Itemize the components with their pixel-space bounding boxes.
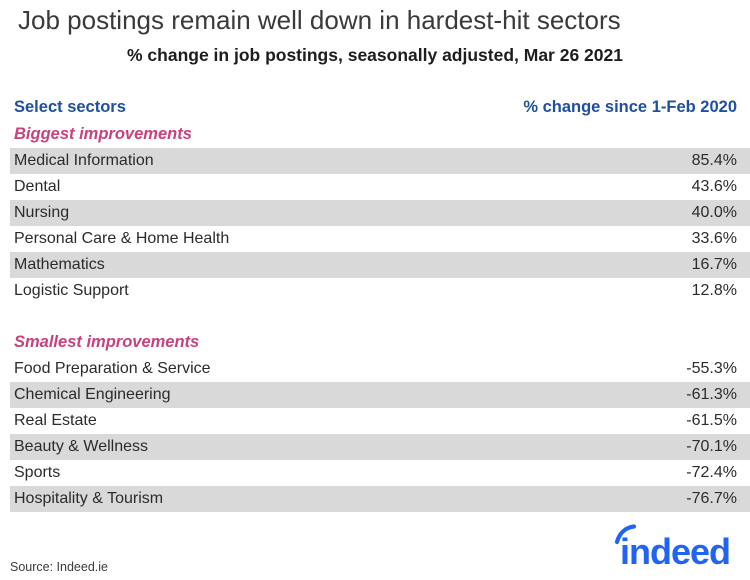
sector-name: Beauty & Wellness [14, 437, 148, 455]
sector-name: Food Preparation & Service [14, 359, 211, 377]
table-row: Beauty & Wellness -70.1% [10, 433, 750, 460]
sector-name: Real Estate [14, 411, 97, 429]
sector-value: 40.0% [691, 203, 737, 221]
sector-name: Personal Care & Home Health [14, 229, 230, 247]
table-row: Hospitality & Tourism -76.7% [10, 485, 750, 512]
sector-value: 12.8% [691, 281, 737, 299]
sector-value: -72.4% [686, 463, 737, 481]
sector-name: Logistic Support [14, 281, 129, 299]
column-header-sectors: Select sectors [14, 97, 126, 116]
table-row: Real Estate -61.5% [10, 408, 750, 434]
table-section-smallest-improvements: Food Preparation & Service -55.3% Chemic… [10, 356, 750, 512]
sector-value: -55.3% [686, 359, 737, 377]
table-row: Mathematics 16.7% [10, 251, 750, 278]
sector-value: -70.1% [686, 437, 737, 455]
table-row: Logistic Support 12.8% [10, 278, 750, 304]
table-row: Sports -72.4% [10, 460, 750, 486]
table-row: Nursing 40.0% [10, 199, 750, 226]
section-label-smallest-improvements: Smallest improvements [14, 332, 200, 351]
section-label-biggest-improvements: Biggest improvements [14, 124, 192, 143]
indeed-logo: indeed [612, 524, 742, 572]
table-row: Chemical Engineering -61.3% [10, 381, 750, 408]
sector-name: Mathematics [14, 255, 105, 273]
page-subtitle: % change in job postings, seasonally adj… [127, 44, 623, 65]
indeed-flame-icon [614, 524, 637, 545]
table-row: Food Preparation & Service -55.3% [10, 356, 750, 382]
sector-value: -61.3% [686, 385, 737, 403]
table-row: Dental 43.6% [10, 174, 750, 200]
source-attribution: Source: Indeed.ie [10, 560, 108, 574]
sector-value: -61.5% [686, 411, 737, 429]
column-header-change: % change since 1-Feb 2020 [523, 97, 737, 116]
sector-value: 33.6% [691, 229, 737, 247]
table-row: Personal Care & Home Health 33.6% [10, 226, 750, 252]
sector-value: 16.7% [691, 255, 737, 273]
sector-name: Medical Information [14, 151, 154, 169]
sector-name: Nursing [14, 203, 70, 221]
sector-value: -76.7% [686, 489, 737, 507]
indeed-logo-svg: indeed [614, 524, 731, 572]
sector-value: 43.6% [691, 177, 737, 195]
sector-name: Chemical Engineering [14, 385, 171, 403]
column-headers: Select sectors % change since 1-Feb 2020 [14, 98, 737, 117]
page-title: Job postings remain well down in hardest… [18, 5, 621, 35]
indeed-logo-text: indeed [620, 531, 730, 570]
table-row: Medical Information 85.4% [10, 147, 750, 174]
table-section-biggest-improvements: Medical Information 85.4% Dental 43.6% N… [10, 147, 750, 304]
sector-name: Hospitality & Tourism [14, 489, 164, 507]
sector-value: 85.4% [691, 151, 737, 169]
sector-name: Sports [14, 463, 61, 481]
sector-name: Dental [14, 177, 61, 195]
